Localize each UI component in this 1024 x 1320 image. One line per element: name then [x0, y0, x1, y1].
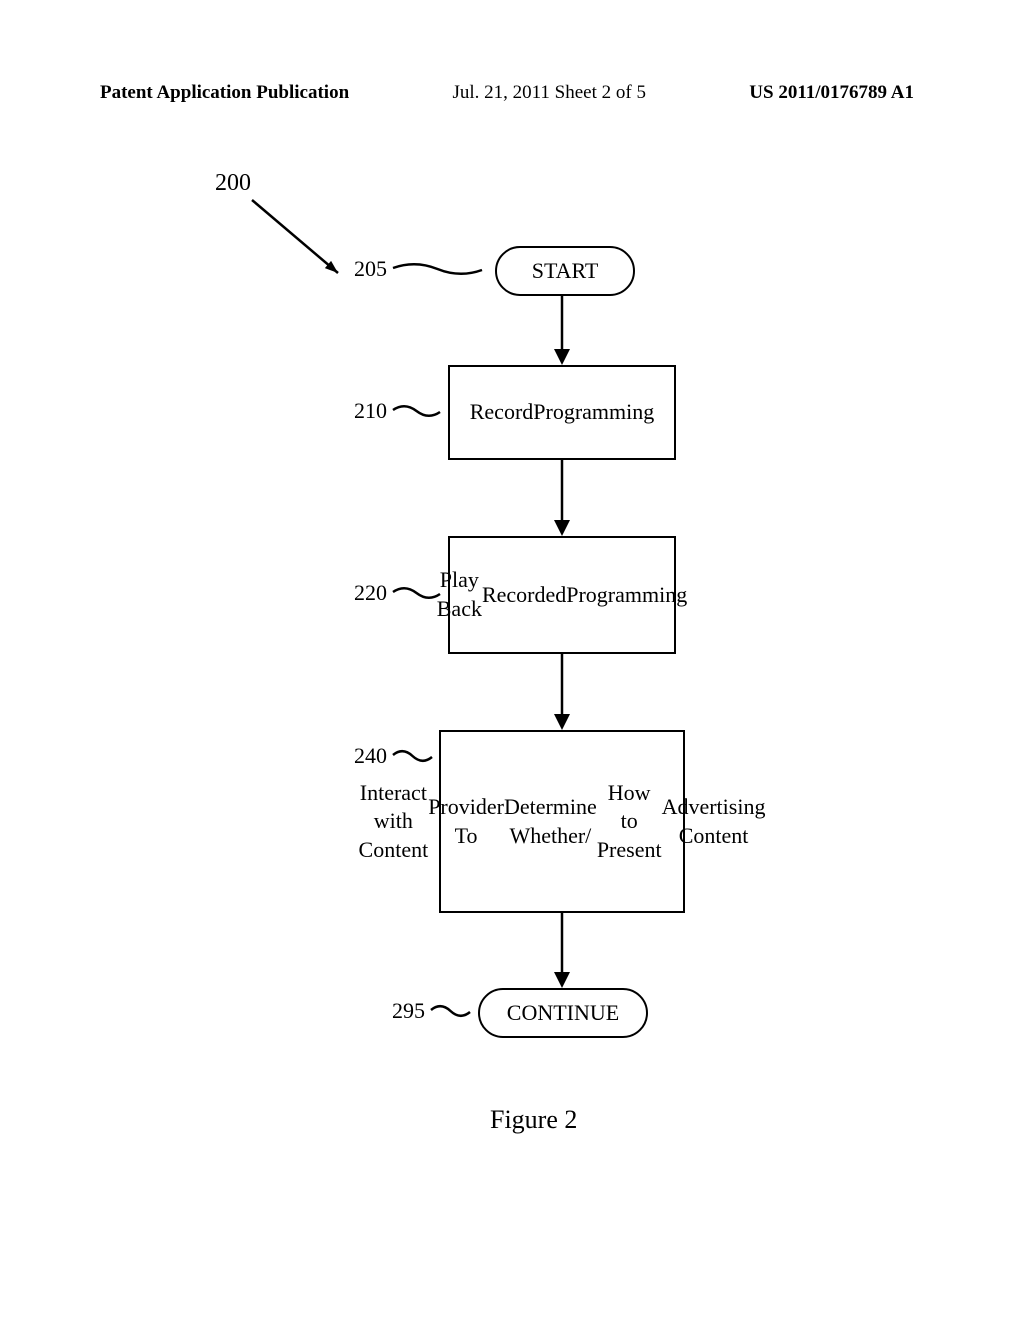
flowchart-figure: 200START205RecordProgramming210Play Back… — [0, 150, 1024, 1150]
page-header: Patent Application Publication Jul. 21, … — [0, 82, 1024, 104]
flowchart-arrow-interact-continue — [0, 150, 1024, 1150]
header-right: US 2011/0176789 A1 — [749, 82, 914, 104]
header-left: Patent Application Publication — [100, 82, 349, 104]
figure-caption: Figure 2 — [490, 1105, 577, 1135]
header-middle: Jul. 21, 2011 Sheet 2 of 5 — [452, 82, 646, 104]
